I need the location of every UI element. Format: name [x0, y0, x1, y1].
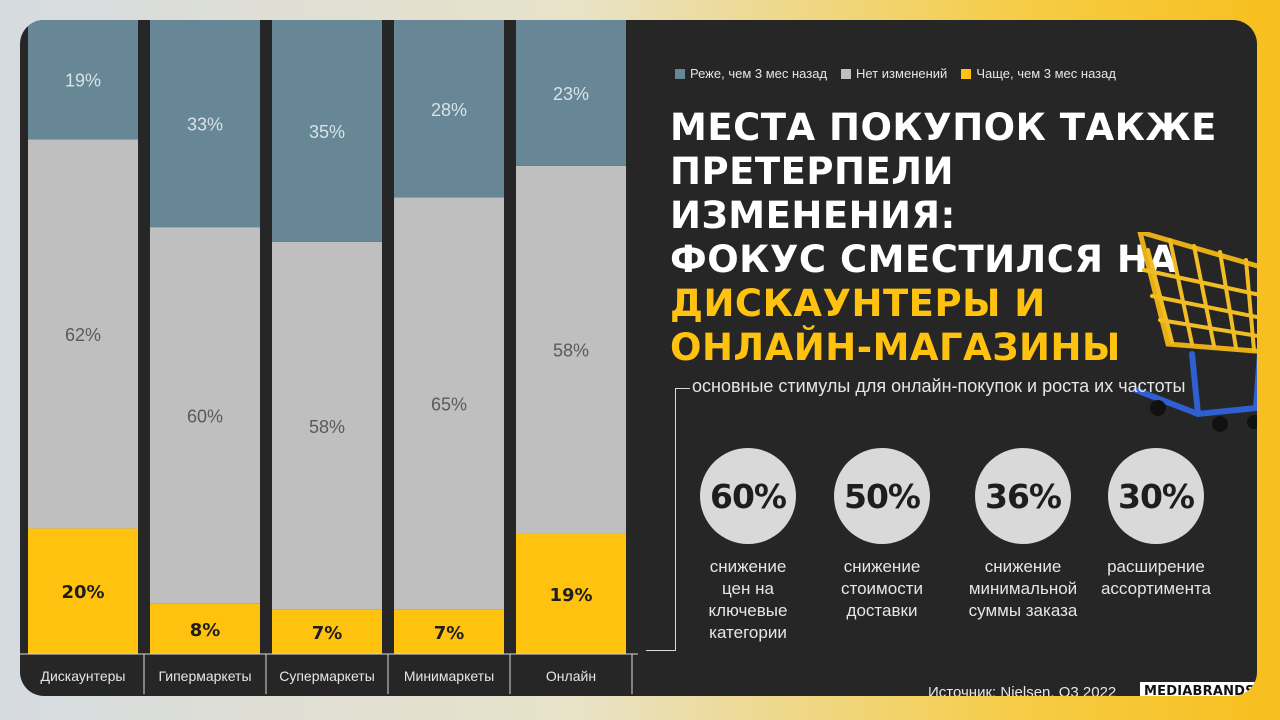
- bar-value-label: 23%: [553, 84, 589, 104]
- bar-segment-same: [272, 241, 382, 610]
- stat-desc-line: снижение: [709, 557, 787, 576]
- chart-legend: Реже, чем 3 мес назад Нет изменений Чаще…: [675, 66, 1116, 81]
- bar-value-label: 58%: [553, 341, 589, 361]
- bar-value-label: 35%: [309, 122, 345, 142]
- legend-label-more: Чаще, чем 3 мес назад: [976, 66, 1116, 81]
- bar-segment-more: [150, 603, 260, 654]
- bar-segment-same: [394, 197, 504, 610]
- bar-segment-less: [28, 20, 138, 140]
- stat-description: снижение стоимости доставки: [802, 556, 962, 622]
- legend-item-less: Реже, чем 3 мес назад: [675, 66, 827, 81]
- legend-label-same: Нет изменений: [856, 66, 948, 81]
- bar-value-label: 62%: [65, 325, 101, 345]
- brand-logo: MEDIABRANDS: [1140, 682, 1257, 696]
- x-tick-label: Гипермаркеты: [158, 668, 251, 684]
- stimuli-subtitle: основные стимулы для онлайн-покупок и ро…: [692, 376, 1186, 396]
- legend-swatch-less: [675, 68, 685, 79]
- legend-label-less: Реже, чем 3 мес назад: [690, 66, 828, 81]
- stat-desc-line: ассортимента: [1100, 579, 1212, 598]
- legend-item-more: Чаще, чем 3 мес назад: [961, 66, 1116, 81]
- stat-price-cut: 60% снижение цен на ключевые категории: [668, 448, 828, 644]
- headline-line-3: ФОКУС СМЕСТИЛСЯ НА: [670, 238, 1178, 281]
- stat-desc-line: расширение: [1107, 557, 1205, 576]
- source-note: Источник: Nielsen, Q3 2022: [928, 684, 1117, 696]
- headline-accent-line-5: ОНЛАЙН-МАГАЗИНЫ: [670, 326, 1121, 369]
- bar-segment-less: [272, 20, 382, 242]
- stat-circle: 36%: [975, 448, 1071, 544]
- stat-desc-line: снижение: [843, 557, 921, 576]
- bar-segment-same: [150, 227, 260, 604]
- legend-swatch-same: [841, 68, 852, 79]
- bar-segment-more: [516, 533, 626, 654]
- stat-description: расширение ассортимента: [1076, 556, 1236, 600]
- bar-value-label: 65%: [431, 395, 467, 415]
- stat-description: снижение минимальной суммы заказа: [943, 556, 1103, 622]
- stat-desc-line: доставки: [846, 601, 918, 620]
- x-tick-label: Дискаунтеры: [41, 668, 126, 684]
- infographic-card: 20% 62% 19% Дискаунтеры 8% 60% 33% Гипермаркеты…: [20, 20, 1257, 696]
- bar-segment-more: [28, 528, 138, 654]
- stat-assortment: 30% расширение ассортимента: [1076, 448, 1236, 600]
- stat-desc-line: категории: [709, 623, 787, 642]
- bar-value-label: 33%: [187, 115, 223, 135]
- shopping-cart-icon: [1133, 232, 1257, 432]
- bar-value-label: 20%: [61, 582, 104, 603]
- cart-wheel-2: [1212, 416, 1228, 432]
- stat-circle: 30%: [1108, 448, 1204, 544]
- bar-segment-less: [150, 20, 260, 228]
- bar-segment-more: [272, 609, 382, 654]
- bar-segment-same: [516, 165, 626, 534]
- stat-desc-line: цен на: [722, 579, 774, 598]
- legend-item-same: Нет изменений: [841, 66, 947, 81]
- bar-segment-more: [394, 609, 504, 654]
- headline-line-1: МЕСТА ПОКУПОК ТАКЖЕ: [670, 106, 1217, 149]
- legend-swatch-more: [961, 68, 972, 79]
- bar-value-label: 60%: [187, 406, 223, 426]
- x-tick-label: Минимаркеты: [404, 668, 494, 684]
- bar-value-label: 28%: [431, 100, 467, 120]
- stat-circle: 50%: [834, 448, 930, 544]
- bar-value-label: 8%: [190, 620, 221, 641]
- stat-desc-line: снижение: [984, 557, 1062, 576]
- stat-desc-line: минимальной: [968, 579, 1078, 598]
- cart-wheel-3: [1247, 415, 1257, 429]
- stat-desc-line: ключевые: [708, 601, 788, 620]
- bar-segment-less: [516, 20, 626, 166]
- stat-delivery-cost: 50% снижение стоимости доставки: [802, 448, 962, 622]
- stat-circle: 60%: [700, 448, 796, 544]
- cart-wheel-1: [1150, 400, 1166, 416]
- bracket-connector: [646, 650, 676, 651]
- headline-line-2: ПРЕТЕРПЕЛИ ИЗМЕНЕНИЯ:: [670, 150, 956, 237]
- headline: МЕСТА ПОКУПОК ТАКЖЕ ПРЕТЕРПЕЛИ ИЗМЕНЕНИЯ…: [670, 106, 1250, 370]
- bar-segment-same: [28, 139, 138, 529]
- x-tick-label: Онлайн: [546, 668, 596, 684]
- bar-value-label: 58%: [309, 417, 345, 437]
- bar-value-label: 7%: [434, 623, 465, 644]
- stacked-bar-chart: 20% 62% 19% Дискаунтеры 8% 60% 33% Гипермаркеты…: [20, 20, 638, 694]
- stat-description: снижение цен на ключевые категории: [668, 556, 828, 644]
- x-tick-label: Супермаркеты: [279, 668, 375, 684]
- headline-accent-line-4: ДИСКАУНТЕРЫ И: [670, 282, 1046, 325]
- bar-segment-less: [394, 20, 504, 198]
- stat-desc-line: стоимости: [841, 579, 923, 598]
- stat-min-order: 36% снижение минимальной суммы заказа: [943, 448, 1103, 622]
- bracket-line: [675, 388, 690, 651]
- bar-value-label: 19%: [549, 585, 592, 606]
- bar-value-label: 19%: [65, 71, 101, 91]
- stat-desc-line: суммы заказа: [968, 601, 1078, 620]
- bar-value-label: 7%: [312, 623, 343, 644]
